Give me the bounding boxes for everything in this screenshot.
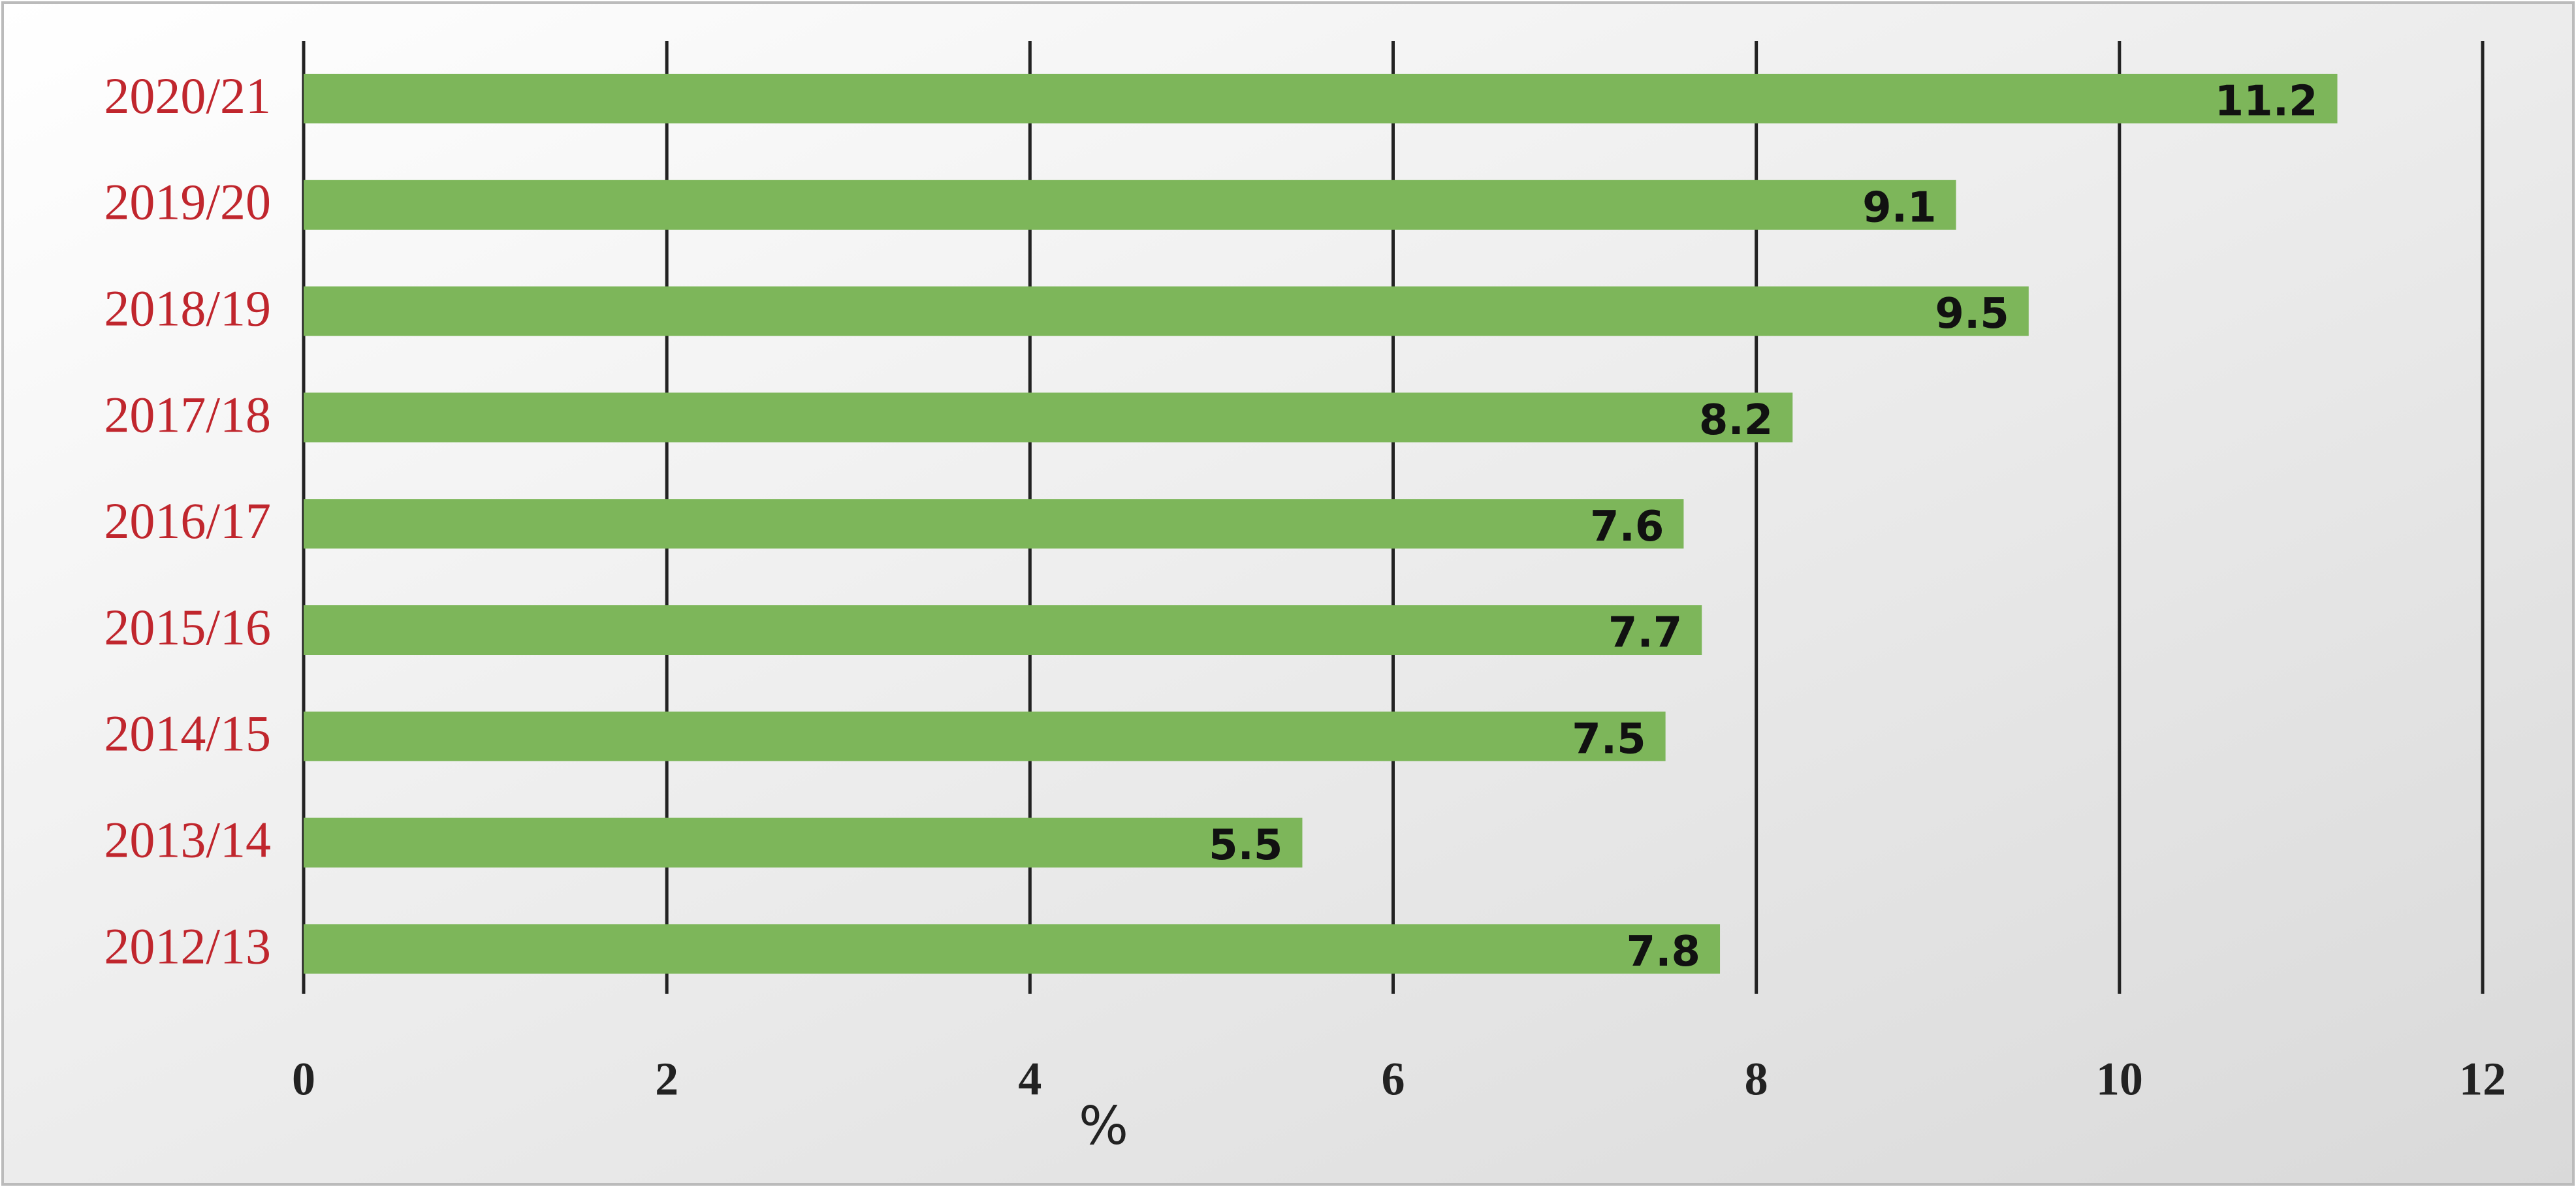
x-tick-label: 0 [292, 1053, 315, 1105]
x-tick-label: 4 [1018, 1053, 1042, 1105]
y-tick-label: 2012/13 [104, 917, 271, 974]
value-label: 7.8 [1627, 928, 1700, 976]
y-tick-label: 2020/21 [104, 67, 271, 124]
value-label: 9.1 [1862, 183, 1936, 232]
y-tick-label: 2016/17 [104, 492, 271, 549]
y-tick-label: 2019/20 [104, 174, 271, 230]
y-tick-label: 2017/18 [104, 386, 271, 443]
value-label: 7.5 [1572, 715, 1646, 763]
value-label: 8.2 [1699, 396, 1773, 445]
y-tick-label: 2018/19 [104, 280, 271, 337]
value-label: 7.6 [1590, 503, 1664, 551]
y-tick-label: 2015/16 [104, 599, 271, 656]
y-tick-label: 2013/14 [104, 812, 271, 868]
bar [304, 711, 1666, 761]
bar [304, 180, 1956, 230]
x-tick-label: 6 [1382, 1053, 1405, 1105]
bar [304, 286, 2029, 336]
bar [304, 605, 1702, 655]
x-axis-label: % [1079, 1096, 1128, 1156]
bar [304, 924, 1721, 974]
bar [304, 392, 1793, 443]
value-label: 9.5 [1935, 290, 2009, 338]
x-tick-label: 2 [655, 1053, 678, 1105]
value-label: 5.5 [1209, 821, 1282, 870]
bar [304, 74, 2338, 123]
value-label: 7.7 [1608, 609, 1682, 657]
bar [304, 499, 1684, 549]
x-tick-label: 10 [2096, 1053, 2143, 1105]
value-label: 11.2 [2215, 78, 2318, 126]
x-tick-label: 12 [2459, 1053, 2506, 1105]
bar [304, 817, 1303, 868]
x-tick-label: 8 [1745, 1053, 1768, 1105]
y-tick-label: 2014/15 [104, 705, 271, 762]
